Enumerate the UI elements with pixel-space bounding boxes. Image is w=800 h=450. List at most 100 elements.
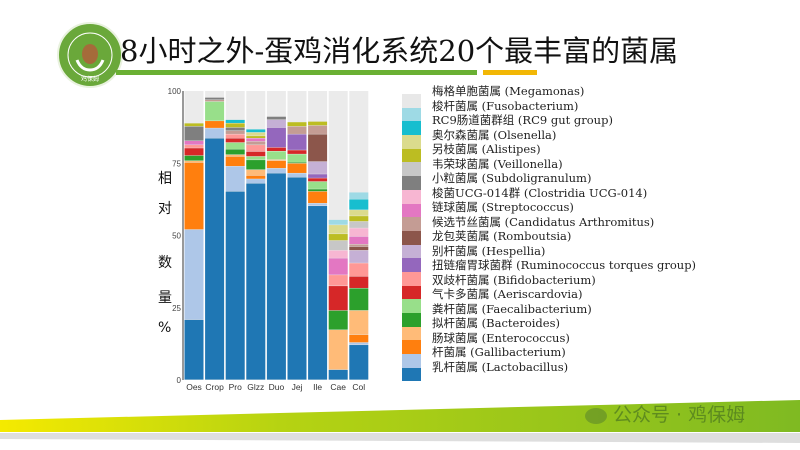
legend-label: 链球菌属 (Streptococcus)	[432, 200, 574, 214]
bar-segment-Cae-12	[328, 258, 348, 275]
bar-segment-Oes-6	[184, 148, 204, 156]
bar-segment-Ile-1	[308, 203, 328, 206]
bar-segment-Col-9	[349, 250, 369, 263]
bar-segment-Oes-3	[184, 160, 204, 163]
bar-segment-Crop-5	[205, 101, 225, 121]
legend-label: 奥尔森菌属 (Olsenella)	[432, 127, 557, 142]
bar-segment-Pro-6	[225, 138, 245, 143]
bar-segment-Pro-11	[225, 130, 245, 134]
legend-label: 龙包荚菌属 (Romboutsia)	[432, 229, 572, 243]
legend-labels: 梅格单胞菌属 (Megamonas) 梭杆菌属 (Fusobacterium) R…	[432, 84, 696, 374]
bar-segment-Glzz-17	[246, 132, 266, 136]
y-axis-label-char: %	[158, 320, 172, 336]
legend-swatch	[402, 135, 421, 149]
legend-swatch	[402, 354, 421, 368]
logo-sub: 鸡保姆	[81, 75, 99, 83]
bar-segment-Glzz-12	[246, 138, 266, 142]
bar-segment-Glzz-7	[246, 145, 266, 152]
bar-segment-Col-18	[349, 199, 369, 210]
bar-segment-Glzz-18	[246, 129, 266, 133]
bar-segment-Col-3	[349, 310, 369, 335]
bar-segment-Duo-0	[266, 173, 286, 380]
bar-segment-Pro-4	[225, 149, 245, 155]
legend-label: 别杆菌属 (Hespellia)	[432, 243, 546, 258]
bar-segment-Pro-2	[225, 156, 245, 167]
wechat-icon	[585, 407, 607, 424]
legend-swatch	[402, 230, 421, 245]
legend-swatch	[402, 367, 421, 382]
x-tick-label: Crop	[205, 382, 224, 392]
legend-label: 另枝菌属 (Alistipes)	[432, 142, 541, 156]
bar-segment-Pro-14	[225, 127, 245, 131]
legend-label: 双歧杆菌属 (Bifidobacterium)	[432, 272, 596, 287]
legend-swatch	[402, 162, 421, 177]
legend-label: 粪杆菌属 (Faecalibacterium)	[432, 301, 592, 316]
bar-segment-Oes-12	[184, 140, 204, 145]
bar-segment-Crop-2	[205, 121, 225, 128]
bar-segment-Ile-16	[308, 121, 328, 126]
bar-segment-Cae-4	[328, 310, 348, 330]
bar-segment-Jej-16	[287, 122, 307, 127]
bar-segment-Cae-15	[328, 240, 348, 251]
x-tick-label: Col	[352, 382, 365, 392]
legend-swatch	[402, 217, 421, 231]
y-tick-label: 50	[172, 232, 181, 241]
logo-emblem: 鸡保姆	[67, 32, 113, 83]
x-tick-label: Duo	[269, 382, 285, 392]
bar-segment-Col-13	[349, 228, 369, 237]
legend-swatch	[402, 299, 421, 313]
bar-segment-Duo-8	[266, 127, 286, 148]
bar-segment-Pro-16	[225, 123, 245, 128]
y-tick-label: 0	[177, 376, 182, 385]
bar-segment-Ile-0	[308, 206, 328, 380]
legend-swatch	[402, 189, 421, 204]
legend-label: 小粒菌属 (Subdoligranulum)	[432, 171, 592, 185]
bar-segment-Oes-7	[184, 145, 204, 148]
bar-segment-Oes-2	[184, 162, 204, 230]
legend-swatch	[402, 326, 421, 341]
bar-segment-Glzz-3	[246, 169, 266, 176]
bar-segment-Jej-5	[287, 154, 307, 162]
x-tick-label: Pro	[229, 382, 243, 392]
legend-swatch	[402, 285, 421, 300]
y-tick-label: 75	[172, 159, 181, 168]
bar-segment-Col-0	[349, 345, 369, 380]
legend-swatch	[402, 340, 421, 355]
legend-label: 肠球菌属 (Enterococcus)	[432, 330, 570, 345]
legend-swatch	[402, 107, 421, 122]
bar-segment-Col-10	[349, 246, 369, 251]
bar-segment-Duo-1	[266, 168, 286, 173]
bar-segment-Jej-8	[287, 134, 307, 150]
bar-segment-Cae-19	[328, 219, 348, 225]
legend-label: 梭菌UCG-014群 (Clostridia UCG-014)	[432, 185, 648, 200]
bar-segment-Glzz-4	[246, 160, 266, 170]
bar-segment-Col-4	[349, 288, 369, 311]
bar-segment-Duo-2	[266, 160, 286, 169]
x-tick-label: Ile	[313, 382, 322, 392]
bar-segment-Crop-11	[205, 99, 225, 102]
bar-segment-Jej-4	[287, 162, 307, 164]
bar-segment-Glzz-6	[246, 151, 266, 157]
y-tick-label: 25	[172, 304, 181, 313]
legend-label: 韦荣球菌属 (Veillonella)	[432, 156, 563, 171]
bar-segment-Col-6	[349, 276, 369, 288]
bar-segment-Glzz-2	[246, 175, 266, 179]
y-axis-label-char: 对	[158, 201, 172, 217]
legend-swatch	[402, 148, 421, 163]
bar-segment-Crop-0	[205, 138, 225, 380]
bar-segment-Col-17	[349, 210, 369, 216]
legend-label: 乳杆菌属 (Lactobacillus)	[432, 359, 569, 374]
bar-segment-Ile-10	[308, 134, 328, 162]
legend-label: 候选节丝菌属 (Candidatus Arthromitus)	[432, 214, 655, 229]
bar-segment-Duo-3	[266, 159, 286, 161]
bar-segment-Duo-5	[266, 151, 286, 160]
page-title: 8小时之外-蛋鸡消化系统20个最丰富的菌属	[120, 34, 679, 68]
x-tick-label: Oes	[186, 382, 202, 392]
bar-segment-Pro-5	[225, 142, 245, 149]
bar-segment-Ile-9	[308, 161, 328, 174]
watermark: 公众号 · 鸡保姆	[585, 400, 745, 427]
bar-segment-Jej-0	[287, 177, 307, 380]
title-underline-yellow	[483, 70, 537, 75]
bar-segment-Oes-16	[184, 123, 204, 127]
legend-label: 梭杆菌属 (Fusobacterium)	[432, 98, 579, 113]
